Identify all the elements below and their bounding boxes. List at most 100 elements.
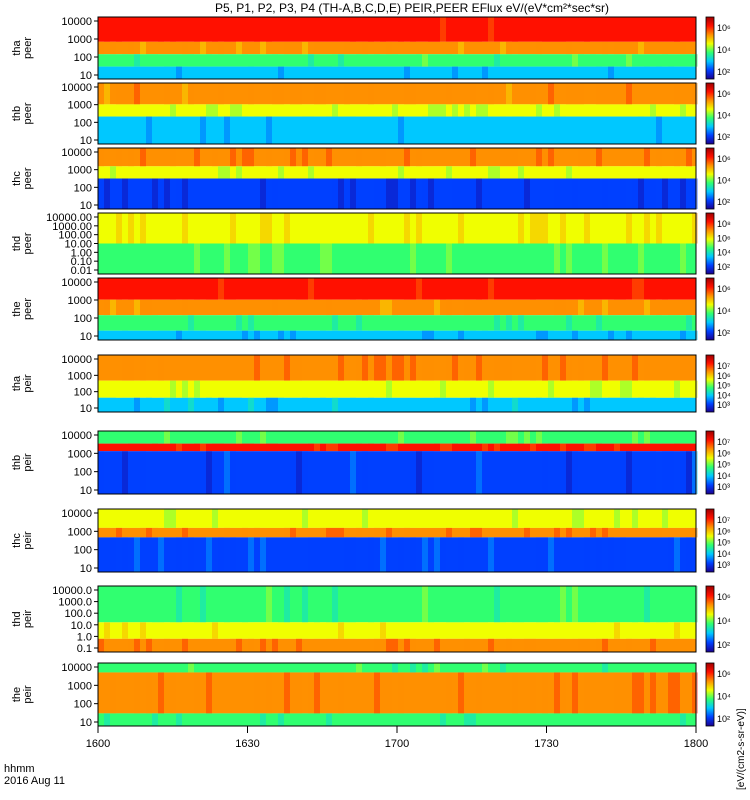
band-1 bbox=[98, 443, 696, 452]
colorbar-tick-label: 10² bbox=[717, 262, 730, 272]
y-tick-label: 10 bbox=[80, 563, 92, 575]
y-label-species: peir bbox=[22, 531, 34, 550]
band-1 bbox=[98, 622, 696, 639]
band-0 bbox=[98, 148, 696, 167]
band-1 bbox=[98, 672, 696, 714]
y-tick-label: 10 bbox=[80, 403, 92, 415]
y-tick-label: 0.10 bbox=[71, 256, 92, 268]
colorbar-unit-label: [eV/(cm2-s-sr-eV)] bbox=[736, 708, 747, 790]
y-tick-label: 10000 bbox=[61, 508, 92, 520]
colorbar-tick-label: 10⁵ bbox=[717, 460, 731, 470]
y-tick-label: 1000 bbox=[68, 370, 92, 382]
colorbar-tick-label: 10⁶ bbox=[717, 371, 731, 381]
y-tick-label: 0.01 bbox=[71, 265, 92, 277]
panel-stack: thapeer1000010001001010⁶10⁴10²thbpeer100… bbox=[11, 16, 731, 729]
band-1 bbox=[98, 243, 696, 274]
y-label-probe: thb bbox=[11, 106, 23, 121]
y-tick-label: 1.0 bbox=[77, 631, 92, 643]
colorbar-tick-label: 10⁴ bbox=[717, 111, 731, 121]
colorbar-tick-label: 10⁶ bbox=[717, 526, 731, 536]
y-tick-label: 1000 bbox=[68, 680, 92, 692]
y-label-species: peir bbox=[22, 374, 34, 393]
y-tick-label: 10 bbox=[80, 200, 92, 212]
band-2 bbox=[98, 54, 696, 67]
colorbar-scale bbox=[705, 16, 715, 80]
colorbar-tick-label: 10² bbox=[717, 132, 730, 142]
colorbar-tick-label: 10⁶ bbox=[717, 154, 731, 164]
y-axis-label: thapeir bbox=[11, 374, 34, 393]
y-tick-label: 1000 bbox=[68, 295, 92, 307]
colorbar-tick-label: 10⁶ bbox=[717, 592, 731, 602]
panel-thc-peer: thcpeer 10000 1000 100 10 10⁶ 10⁴ 10² bbox=[11, 147, 731, 212]
colorbar-tick-label: 10³ bbox=[717, 482, 730, 492]
y-tick-label: 1000.00 bbox=[52, 221, 92, 233]
y-label-probe: thd bbox=[11, 611, 23, 626]
band-2 bbox=[98, 638, 696, 652]
date-label: 2016 Aug 11 bbox=[4, 775, 65, 787]
band-1 bbox=[98, 104, 696, 117]
spectral-texture bbox=[98, 355, 698, 412]
band-2 bbox=[98, 713, 696, 726]
colorbar-tick-label: 10⁷ bbox=[717, 515, 730, 525]
y-axis-label: thbpeir bbox=[11, 453, 34, 472]
y-tick-label: 10000.00 bbox=[46, 212, 92, 224]
colorbar-tick-label: 10⁴ bbox=[717, 45, 731, 55]
panel-frame bbox=[97, 508, 697, 573]
y-tick-label: 0.1 bbox=[77, 643, 92, 655]
y-tick-label: 10000 bbox=[61, 662, 92, 674]
y-tick-label: 10000 bbox=[61, 16, 92, 28]
colorbar-scale bbox=[705, 430, 715, 495]
panel-frame bbox=[97, 277, 697, 341]
y-tick-label: 10000 bbox=[61, 354, 92, 366]
colorbar-tick-label: 10⁷ bbox=[717, 437, 730, 447]
colorbar-tick-label: 10⁴ bbox=[717, 248, 731, 258]
spectral-texture bbox=[98, 663, 698, 726]
x-tick-label: 1630 bbox=[235, 738, 259, 750]
spectral-texture bbox=[98, 213, 698, 274]
y-tick-label: 10 bbox=[80, 135, 92, 147]
y-axis-label: thapeer bbox=[11, 37, 34, 59]
colorbar-scale bbox=[705, 585, 715, 653]
band-0 bbox=[98, 355, 696, 381]
y-label-species: peir bbox=[22, 609, 34, 628]
y-tick-label: 100.0 bbox=[64, 608, 92, 620]
panel-the-peer: thepeer 10000 1000 100 10 10⁶ 10⁴ 10² bbox=[11, 277, 731, 343]
y-label-probe: the bbox=[11, 687, 23, 702]
band-2 bbox=[98, 315, 696, 331]
y-tick-label: 100.00 bbox=[58, 230, 92, 242]
colorbar-tick-label: 10⁵ bbox=[717, 538, 731, 548]
band-2 bbox=[98, 178, 696, 209]
colorbar-scale bbox=[705, 354, 715, 413]
colorbar: 10⁶ 10⁴ 10² bbox=[705, 82, 731, 145]
band-1 bbox=[98, 166, 696, 179]
y-tick-label: 1000 bbox=[68, 34, 92, 46]
panel-thd-peir: thdpeir10000.01000.0100.010.01.00.110⁶10… bbox=[11, 585, 731, 655]
y-tick-label: 10 bbox=[80, 70, 92, 82]
colorbar: 10⁶ 10⁴ 10² bbox=[705, 585, 731, 653]
y-label-probe: the bbox=[11, 301, 23, 316]
colorbar: 10⁶ 10⁴ 10² bbox=[705, 16, 731, 80]
y-tick-label: 100 bbox=[74, 313, 92, 325]
y-label-probe: thc bbox=[11, 171, 23, 186]
y-label-species: peir bbox=[22, 453, 34, 472]
y-axis-label: thbpeer bbox=[11, 102, 34, 124]
y-label-species: peer bbox=[22, 37, 34, 59]
colorbar-tick-label: 10² bbox=[717, 640, 730, 650]
y-tick-label: 10 bbox=[80, 485, 92, 497]
colorbar-tick-label: 10⁴ bbox=[717, 616, 731, 626]
colorbar-scale bbox=[705, 508, 715, 573]
y-tick-label: 1000 bbox=[68, 100, 92, 112]
y-label-probe: tha bbox=[11, 375, 23, 391]
panel-the-peir: thepeir 10000 1000 100 10 10⁶ 10⁴ 10² bbox=[11, 662, 731, 729]
y-tick-label: 10000 bbox=[61, 430, 92, 442]
y-tick-label: 100 bbox=[74, 182, 92, 194]
y-tick-label: 10000.0 bbox=[52, 585, 92, 597]
colorbar-tick-label: 10² bbox=[717, 328, 730, 338]
band-0 bbox=[98, 213, 696, 244]
band-3 bbox=[98, 330, 696, 340]
x-tick-label: 1730 bbox=[534, 738, 558, 750]
y-tick-label: 100 bbox=[74, 117, 92, 129]
